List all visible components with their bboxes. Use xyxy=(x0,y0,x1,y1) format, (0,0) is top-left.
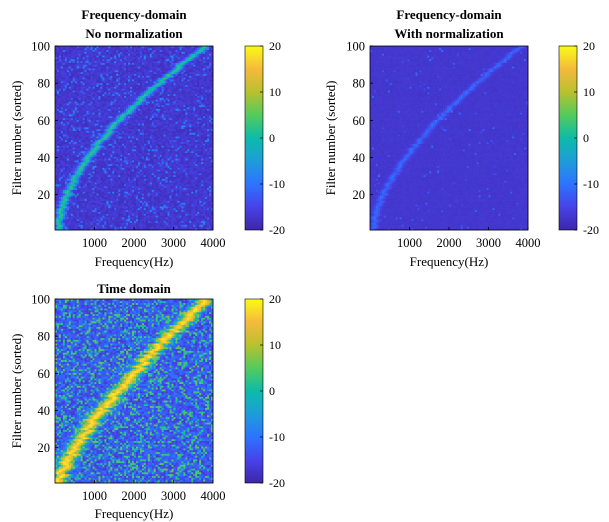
heatmap-cells xyxy=(55,46,213,230)
panel-title-line-2: No normalization xyxy=(85,26,183,41)
panel-freq-no-norm: Frequency-domain No normalization 204060… xyxy=(9,7,285,269)
panel-title-line-1: Frequency-domain xyxy=(81,7,187,22)
